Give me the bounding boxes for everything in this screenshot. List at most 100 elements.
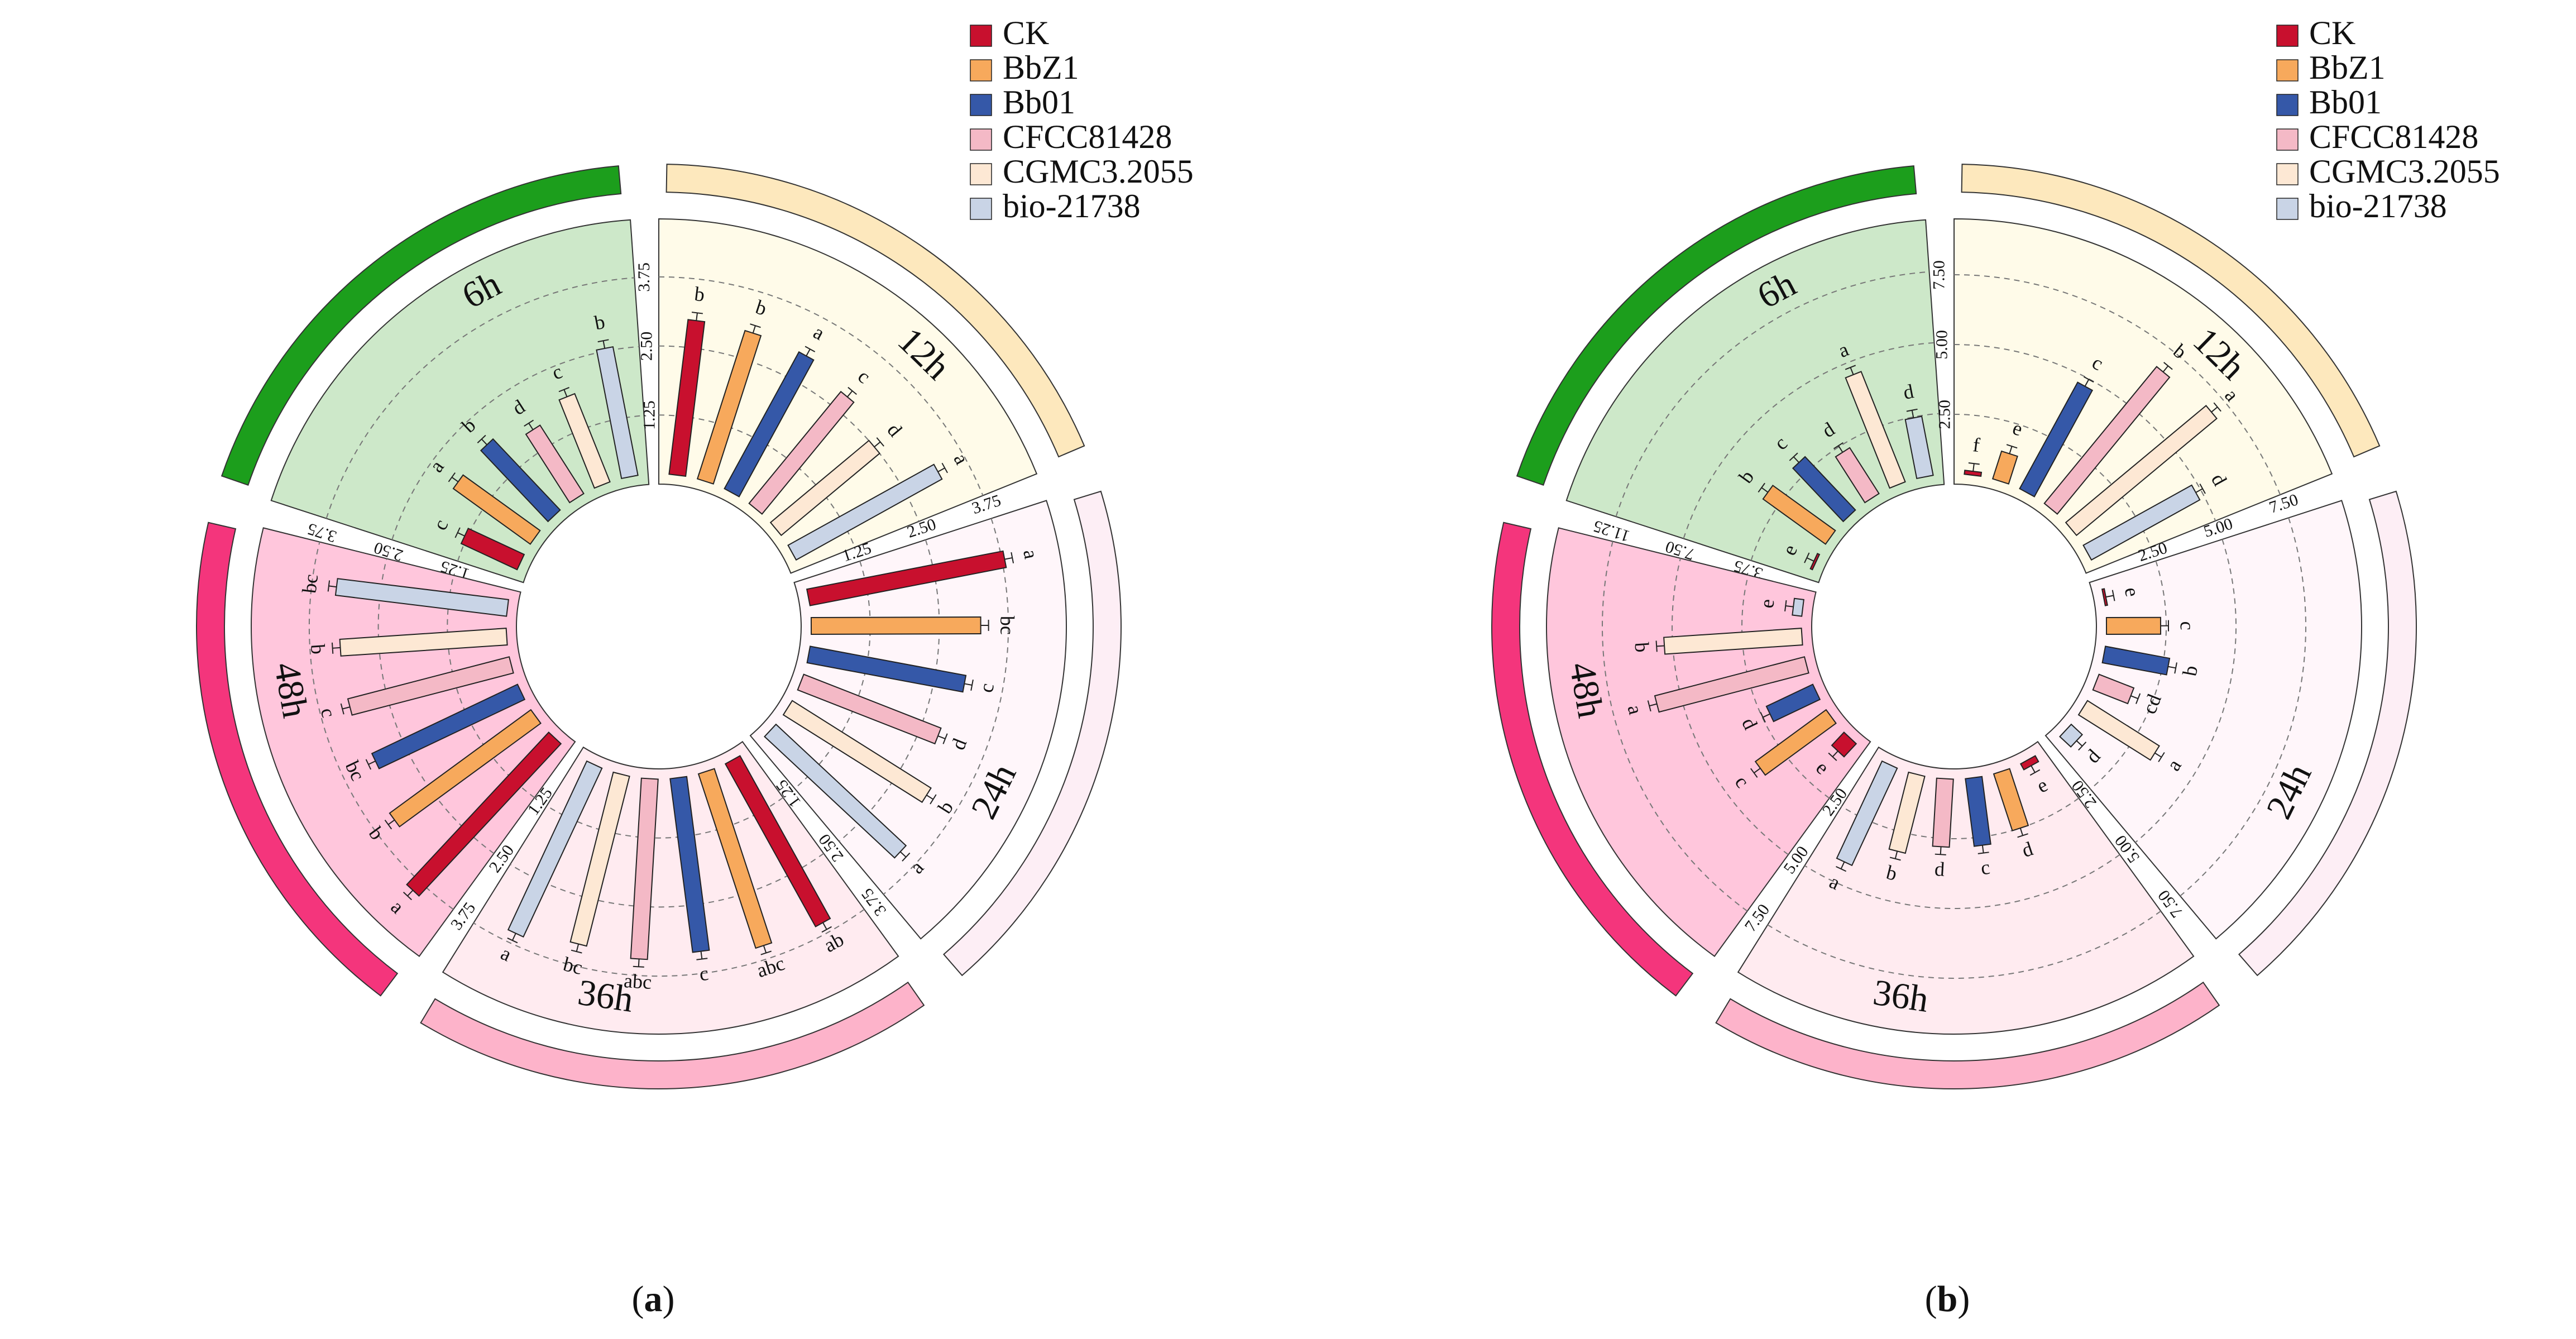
- error-bar: [763, 945, 767, 953]
- error-bar-cap: [1750, 768, 1758, 778]
- outer-arc-6h: [221, 165, 622, 486]
- outer-arc-6h: [1516, 165, 1917, 486]
- error-bar: [2076, 740, 2083, 747]
- bar-group: [1750, 709, 1837, 778]
- bar-group: [2043, 362, 2173, 515]
- error-bar: [1972, 463, 1975, 472]
- gridline: [1615, 271, 1929, 517]
- bar-group: [1836, 760, 1898, 872]
- error-bar: [2130, 695, 2138, 700]
- bar-group: [1828, 731, 1857, 761]
- bar-CK: [2101, 588, 2108, 606]
- bar-CGMC3.2055: [1845, 371, 1906, 489]
- outer-arc-12h: [1961, 164, 2381, 458]
- bar-group: [569, 771, 630, 954]
- bar-group: [1965, 776, 1991, 854]
- error-bar-cap: [2199, 484, 2206, 494]
- error-bar-cap: [1906, 408, 1918, 412]
- error-bar-cap: [930, 794, 937, 805]
- gridline: [325, 277, 635, 519]
- error-bar-cap: [942, 733, 948, 744]
- bar-group: [2065, 402, 2221, 537]
- error-bar: [1793, 456, 1799, 463]
- bar-CK: [2019, 755, 2039, 771]
- error-bar-cap: [2017, 833, 2028, 838]
- gridline: [1672, 558, 1789, 855]
- error-bar: [2031, 765, 2036, 773]
- bar-group: [748, 386, 857, 515]
- error-bar: [822, 922, 827, 930]
- tick-label: 7.50: [1930, 260, 1948, 290]
- error-bar-cap: [970, 679, 974, 691]
- legend-swatch-bio-21738: [970, 198, 992, 220]
- error-bar-cap: [1978, 852, 1989, 854]
- bar-bio-21738: [1792, 597, 1804, 617]
- panel-a-chart: 1.252.503.75 cabdcb6h1.252.503.75bbacda12…: [196, 164, 1122, 1089]
- bar-group: [558, 387, 611, 489]
- bar-group: [596, 339, 639, 480]
- error-bar-cap: [750, 323, 761, 328]
- outer-arc-48h: [1491, 522, 1694, 997]
- error-bar-cap: [1836, 865, 1847, 872]
- error-bar: [1850, 367, 1854, 375]
- bar-group: [630, 777, 659, 968]
- gridline: [510, 853, 824, 908]
- sector-bg-6h: [1565, 219, 1945, 584]
- error-bar: [700, 951, 703, 959]
- error-bar-cap: [902, 852, 911, 862]
- bar-group: [1655, 628, 1803, 655]
- bar-CFCC81428: [1932, 777, 1954, 848]
- tick-label: 2.50: [1935, 400, 1953, 429]
- error-bar: [926, 795, 933, 800]
- significance-letter: f: [1972, 433, 1981, 456]
- legend-swatch-bb01: [970, 94, 992, 116]
- gridline: [546, 797, 784, 839]
- legend-label-bbz1: BbZ1: [2309, 49, 2386, 86]
- significance-letter: b: [307, 643, 329, 655]
- error-bar: [1754, 768, 1761, 774]
- error-bar-cap: [760, 950, 772, 955]
- legend-label-cfcc81428: CFCC81428: [1003, 118, 1172, 155]
- bar-group: [384, 709, 542, 830]
- legend-label-cgmc3-2055: CGMC3.2055: [1003, 153, 1194, 190]
- error-bar: [451, 476, 459, 482]
- gridline: [447, 575, 535, 798]
- error-bar-cap: [571, 949, 582, 954]
- error-bar-cap: [1889, 857, 1901, 861]
- error-bar-cap: [384, 820, 392, 830]
- legend-swatch-bb01: [2276, 94, 2299, 116]
- error-bar: [2009, 446, 2013, 454]
- bar-group: [403, 731, 562, 901]
- error-bar-cap: [1828, 752, 1837, 761]
- bar-group: [2059, 723, 2087, 751]
- bar-group: [724, 346, 816, 498]
- bar-CGMC3.2055: [769, 439, 880, 537]
- significance-letter: c: [975, 681, 998, 694]
- bar-group: [2019, 376, 2094, 498]
- bar-group: [764, 723, 911, 862]
- gridline: [308, 542, 454, 910]
- tick-label: 1.25: [640, 400, 658, 430]
- bar-group: [1833, 442, 1880, 504]
- error-bar: [563, 389, 568, 398]
- error-bar-cap: [2029, 769, 2041, 776]
- bar-group: [2082, 484, 2206, 561]
- bar-Bb01: [1965, 776, 1991, 847]
- time-label-48h: 48h: [1562, 659, 1611, 721]
- error-bar-cap: [1833, 442, 1844, 449]
- error-bar: [2154, 752, 2162, 758]
- error-bar-cap: [365, 759, 372, 770]
- panel-label-a: (a): [632, 1279, 675, 1319]
- bar-group: [806, 550, 1014, 606]
- legend-label-ck: CK: [1003, 15, 1049, 51]
- bar-group: [1758, 482, 1836, 545]
- error-bar: [576, 944, 580, 952]
- error-bar-cap: [821, 926, 832, 933]
- gridline: [658, 414, 856, 548]
- error-bar: [696, 313, 698, 321]
- bar-group: [1993, 768, 2029, 838]
- bar-group: [340, 656, 514, 716]
